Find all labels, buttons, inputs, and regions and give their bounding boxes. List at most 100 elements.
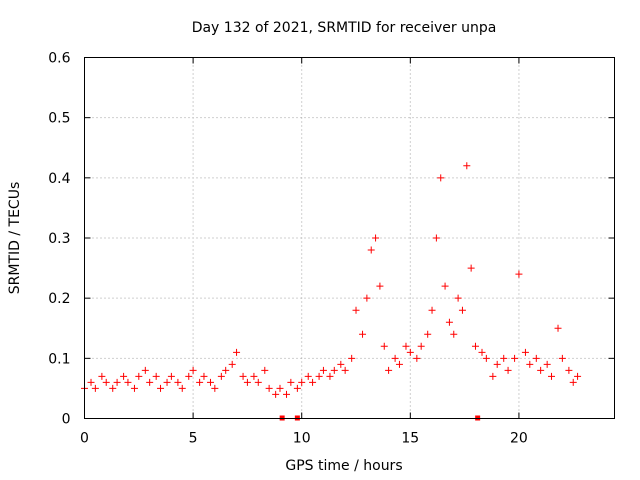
data-point bbox=[152, 372, 160, 380]
y-tick-label: 0 bbox=[62, 412, 71, 428]
data-point bbox=[424, 330, 432, 338]
data-point bbox=[569, 378, 577, 386]
data-point bbox=[521, 348, 529, 356]
data-point bbox=[87, 378, 95, 386]
data-point bbox=[445, 318, 453, 326]
x-tick-label: 20 bbox=[510, 431, 528, 447]
data-point bbox=[167, 372, 175, 380]
data-point bbox=[450, 330, 458, 338]
data-point bbox=[113, 378, 121, 386]
data-point bbox=[265, 384, 273, 392]
data-point bbox=[283, 390, 291, 398]
data-point bbox=[526, 360, 534, 368]
axis-ticks bbox=[84, 57, 615, 419]
data-point bbox=[437, 174, 445, 182]
data-point bbox=[130, 384, 138, 392]
data-point bbox=[515, 270, 523, 278]
x-tick-label: 15 bbox=[401, 431, 419, 447]
data-point bbox=[157, 384, 165, 392]
data-point bbox=[558, 354, 566, 362]
data-point bbox=[124, 378, 132, 386]
data-point bbox=[489, 372, 497, 380]
data-point bbox=[482, 354, 490, 362]
data-point bbox=[441, 282, 449, 290]
data-point bbox=[372, 234, 380, 242]
data-point bbox=[458, 306, 466, 314]
grid-lines bbox=[84, 57, 615, 419]
data-point bbox=[500, 354, 508, 362]
data-point bbox=[222, 366, 230, 374]
data-point bbox=[532, 354, 540, 362]
data-point bbox=[574, 372, 582, 380]
data-point bbox=[206, 378, 214, 386]
x-axis-label: GPS time / hours bbox=[285, 458, 402, 474]
x-tick-label: 10 bbox=[293, 431, 311, 447]
data-point bbox=[250, 372, 258, 380]
data-point bbox=[565, 366, 573, 374]
y-tick-label: 0.4 bbox=[48, 171, 70, 187]
data-point bbox=[102, 378, 110, 386]
data-point bbox=[493, 360, 501, 368]
data-point bbox=[402, 342, 410, 350]
data-point bbox=[467, 264, 475, 272]
data-point bbox=[243, 378, 251, 386]
data-point bbox=[511, 354, 519, 362]
data-point bbox=[261, 366, 269, 374]
data-point bbox=[272, 390, 280, 398]
data-point bbox=[504, 366, 512, 374]
data-point bbox=[463, 162, 471, 170]
data-point bbox=[98, 372, 106, 380]
data-point bbox=[239, 372, 247, 380]
data-point bbox=[200, 372, 208, 380]
x-tick-label: 5 bbox=[189, 431, 198, 447]
data-point bbox=[196, 378, 204, 386]
data-point bbox=[341, 366, 349, 374]
data-point bbox=[428, 306, 436, 314]
data-point bbox=[315, 372, 323, 380]
y-tick-label: 0.6 bbox=[48, 51, 70, 67]
y-tick-label: 0.1 bbox=[48, 351, 70, 367]
data-point bbox=[406, 348, 414, 356]
data-point bbox=[141, 366, 149, 374]
data-point bbox=[454, 294, 462, 302]
data-point bbox=[163, 378, 171, 386]
data-point bbox=[217, 372, 225, 380]
y-axis-label: SRMTID / TECUs bbox=[7, 182, 23, 295]
data-point bbox=[233, 348, 241, 356]
data-point bbox=[211, 384, 219, 392]
data-point bbox=[109, 384, 117, 392]
data-point bbox=[326, 372, 334, 380]
data-point bbox=[391, 354, 399, 362]
data-point bbox=[352, 306, 360, 314]
y-tick-label: 0.2 bbox=[48, 291, 70, 307]
data-point bbox=[228, 360, 236, 368]
data-point bbox=[363, 294, 371, 302]
data-point bbox=[298, 378, 306, 386]
data-point bbox=[548, 372, 556, 380]
data-point bbox=[432, 234, 440, 242]
data-point bbox=[554, 324, 562, 332]
data-point bbox=[120, 372, 128, 380]
data-point bbox=[178, 384, 186, 392]
data-point bbox=[146, 378, 154, 386]
data-point bbox=[380, 342, 388, 350]
data-point bbox=[276, 384, 284, 392]
data-point bbox=[478, 348, 486, 356]
y-tick-labels: 0 0.1 0.2 0.3 0.4 0.5 0.6 bbox=[48, 51, 70, 428]
data-point bbox=[174, 378, 182, 386]
y-tick-label: 0.5 bbox=[48, 111, 70, 127]
y-tick-label: 0.3 bbox=[48, 231, 70, 247]
data-point bbox=[287, 378, 295, 386]
data-points bbox=[81, 162, 582, 398]
data-point bbox=[91, 384, 99, 392]
x-tick-labels: 0 5 10 15 20 bbox=[80, 431, 528, 447]
data-point bbox=[537, 366, 545, 374]
data-point bbox=[471, 342, 479, 350]
data-point bbox=[376, 282, 384, 290]
data-point bbox=[348, 354, 356, 362]
data-point bbox=[395, 360, 403, 368]
data-point bbox=[293, 384, 301, 392]
data-point bbox=[189, 366, 197, 374]
data-point bbox=[330, 366, 338, 374]
